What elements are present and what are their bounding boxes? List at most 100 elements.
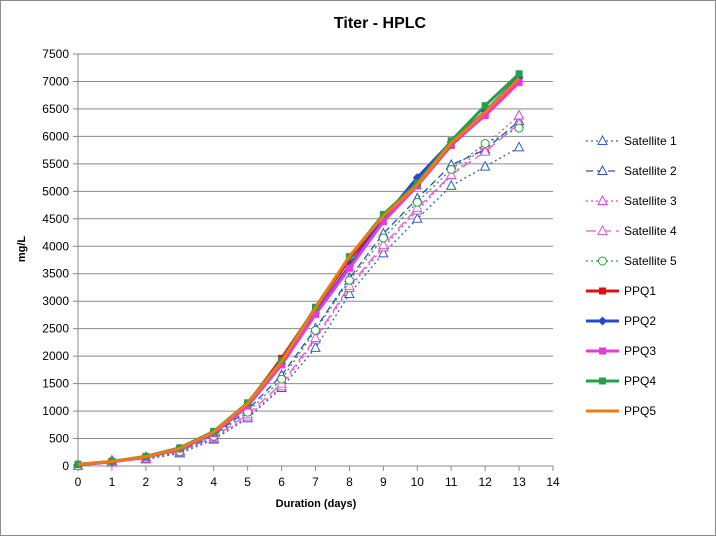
- legend-marker: [597, 164, 608, 175]
- y-tick-label: 0: [62, 459, 69, 473]
- data-point: [278, 361, 286, 369]
- legend-marker: [599, 287, 606, 295]
- y-tick-label: 6000: [42, 129, 69, 143]
- data-point: [344, 287, 355, 299]
- legend-item-ppq1: PPQ1: [586, 284, 656, 298]
- legend-marker: [599, 347, 606, 355]
- legend: Satellite 1 Satellite 2 Satellite 3 Satelli…: [586, 134, 677, 418]
- legend-marker: [597, 194, 608, 205]
- y-tick-label: 6500: [42, 102, 69, 116]
- legend-item-satellite-5: Satellite 5: [586, 254, 677, 268]
- x-tick-label: 1: [109, 475, 116, 489]
- series-satellite-5: [73, 123, 524, 471]
- y-tick-label: 3500: [42, 267, 69, 281]
- data-point: [311, 325, 320, 335]
- series-line: [77, 77, 521, 466]
- data-point: [479, 160, 491, 171]
- y-tick-label: 3000: [42, 294, 69, 308]
- data-point: [481, 102, 489, 110]
- series-satellite-2: [72, 114, 525, 470]
- legend-item-satellite-1: Satellite 1: [586, 134, 677, 148]
- legend-marker: [598, 256, 607, 266]
- axes: [73, 53, 554, 471]
- data-point: [344, 275, 354, 285]
- series-ppq2: [73, 72, 524, 469]
- data-point: [479, 145, 491, 156]
- series-line: [77, 76, 521, 466]
- data-point: [344, 279, 355, 290]
- series-line: [77, 146, 520, 467]
- series-line: [77, 72, 521, 466]
- legend-label: PPQ3: [624, 344, 656, 358]
- data-point: [379, 218, 387, 226]
- data-point: [447, 137, 455, 145]
- legend-label: Satellite 5: [624, 254, 677, 268]
- data-point: [378, 233, 388, 243]
- x-tick-label: 4: [210, 475, 217, 489]
- x-tick-label: 5: [244, 475, 251, 489]
- x-tick-label: 10: [411, 475, 425, 489]
- x-tick-label: 9: [380, 475, 387, 489]
- y-tick-label: 5000: [42, 184, 69, 198]
- legend-label: PPQ2: [624, 314, 656, 328]
- plot-area: [72, 70, 525, 471]
- data-point: [513, 141, 525, 152]
- x-tick-label: 14: [546, 475, 560, 489]
- x-axis-title: Duration (days): [276, 498, 357, 510]
- legend-item-ppq2: PPQ2: [586, 314, 656, 328]
- data-point: [480, 139, 490, 149]
- data-point: [345, 264, 353, 272]
- legend-label: Satellite 4: [624, 224, 677, 238]
- x-tick-label: 3: [176, 475, 183, 489]
- series-line: [77, 123, 520, 467]
- data-point: [445, 179, 457, 190]
- y-tick-label: 5500: [42, 157, 69, 171]
- y-tick-label: 2500: [42, 322, 69, 336]
- x-tick-label: 11: [445, 475, 458, 489]
- x-tick-label: 12: [478, 475, 492, 489]
- data-point: [378, 247, 389, 258]
- legend-marker: [598, 316, 607, 326]
- data-point: [515, 70, 523, 78]
- data-point: [515, 79, 523, 87]
- x-tick-label: 2: [143, 475, 150, 489]
- y-tick-label: 4500: [42, 212, 69, 226]
- legend-item-ppq4: PPQ4: [586, 374, 656, 388]
- series-satellite-4: [72, 117, 525, 470]
- y-tick-label: 500: [49, 432, 69, 446]
- y-tick-labels: 0 500 1000 1500 2000 2500 3000 3500 4000 4500 5000…: [42, 47, 69, 473]
- series-line: [77, 120, 520, 467]
- legend-label: Satellite 1: [624, 134, 677, 148]
- data-point: [378, 239, 389, 250]
- legend-label: Satellite 2: [624, 164, 677, 178]
- y-tick-label: 2000: [42, 349, 69, 363]
- series-line: [77, 127, 520, 467]
- series-satellite-3: [72, 109, 525, 470]
- data-point: [310, 331, 321, 343]
- legend-item-satellite-4: Satellite 4: [586, 224, 677, 238]
- series-ppq4: [74, 70, 523, 468]
- data-point: [481, 112, 489, 120]
- data-point: [411, 212, 423, 223]
- y-axis-title: mg/L: [16, 236, 28, 263]
- legend-label: PPQ4: [624, 374, 656, 388]
- legend-label: PPQ1: [624, 284, 656, 298]
- y-tick-label: 1000: [42, 404, 69, 418]
- legend-item-ppq3: PPQ3: [586, 344, 656, 358]
- x-tick-labels: 0 1 2 3 4 5 6 7 8 9 10 11 12 13 14: [75, 475, 560, 489]
- data-point: [411, 201, 423, 212]
- legend-marker: [597, 224, 608, 235]
- data-point: [310, 341, 321, 352]
- data-point: [277, 374, 287, 384]
- y-tick-label: 7000: [42, 74, 69, 88]
- x-tick-label: 8: [346, 475, 353, 489]
- y-tick-label: 7500: [42, 47, 69, 61]
- y-tick-label: 1500: [42, 377, 69, 391]
- legend-item-satellite-3: Satellite 3: [586, 194, 677, 208]
- legend-item-ppq5: PPQ5: [586, 404, 656, 418]
- data-point: [312, 310, 319, 318]
- y-tick-label: 4000: [42, 239, 69, 253]
- data-point: [514, 123, 524, 133]
- legend-marker: [599, 377, 606, 385]
